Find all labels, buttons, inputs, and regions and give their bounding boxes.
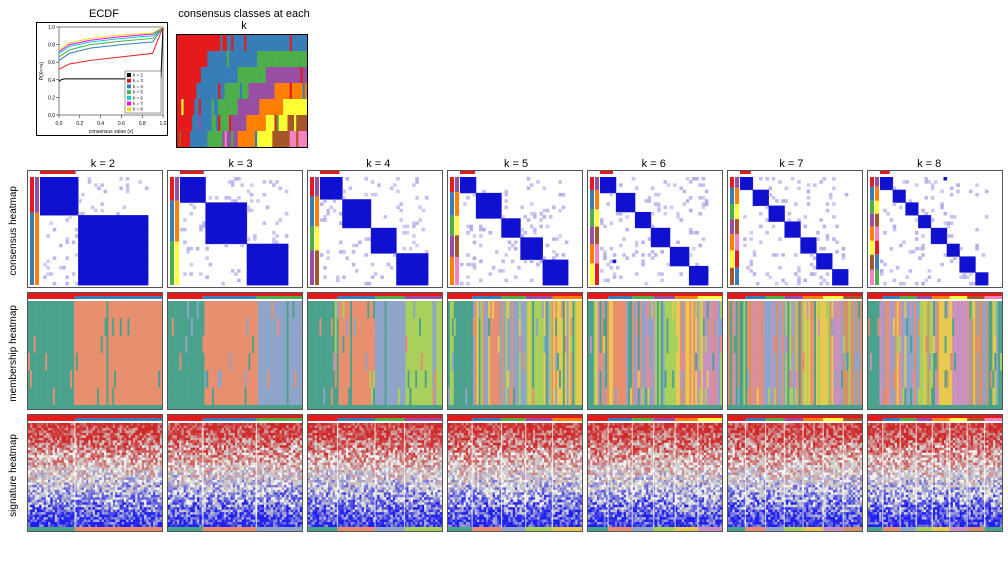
signature-heatmap-cell	[867, 414, 1003, 532]
k-label: k = 2	[36, 158, 170, 170]
signature-heatmap-cell	[27, 414, 163, 532]
signature-heatmap-cell	[167, 414, 303, 532]
signature-heatmap-cell	[307, 414, 443, 532]
membership-heatmap-cell	[867, 292, 1003, 410]
svg-text:P(X<=x): P(X<=x)	[39, 61, 45, 80]
k-label: k = 8	[862, 158, 996, 170]
k-label: k = 3	[174, 158, 308, 170]
row-label-membership: membership heatmap	[8, 305, 19, 402]
row-label-signature: signature heatmap	[8, 434, 19, 517]
svg-text:k = 2: k = 2	[133, 73, 143, 78]
k-label: k = 4	[311, 158, 445, 170]
ecdf-plot: 0.0 0.2 0.4 0.6 0.8 1.0 0.0 0.2 0.4 0.6 0.8 1.0 cons…	[36, 22, 168, 136]
membership-heatmap-cell	[167, 292, 303, 410]
ecdf-title: ECDF	[36, 8, 172, 20]
svg-text:0.0: 0.0	[48, 113, 55, 119]
consensus-heatmap-cell	[447, 170, 583, 288]
svg-text:consensus value (x): consensus value (x)	[89, 129, 134, 135]
svg-text:k = 5: k = 5	[133, 90, 143, 95]
consensus-heatmap-cell	[307, 170, 443, 288]
signature-heatmap-cell	[587, 414, 723, 532]
consensus-heatmap-cell	[167, 170, 303, 288]
svg-text:0.2: 0.2	[76, 121, 83, 127]
svg-text:0.8: 0.8	[48, 43, 55, 49]
svg-text:0.6: 0.6	[48, 60, 55, 66]
signature-heatmap-cell	[447, 414, 583, 532]
svg-text:k = 3: k = 3	[133, 78, 143, 83]
svg-text:0.0: 0.0	[56, 121, 63, 127]
consensus-heatmap-cell	[867, 170, 1003, 288]
k-label: k = 5	[449, 158, 583, 170]
membership-heatmap-cell	[447, 292, 583, 410]
svg-text:k = 8: k = 8	[133, 107, 143, 112]
svg-text:1.0: 1.0	[160, 121, 167, 127]
signature-heatmap-cell	[727, 414, 863, 532]
svg-text:k = 6: k = 6	[133, 95, 143, 100]
k-label: k = 6	[587, 158, 721, 170]
svg-text:k = 7: k = 7	[133, 101, 143, 106]
row-label-consensus: consensus heatmap	[8, 186, 19, 276]
consensus-heatmap-cell	[587, 170, 723, 288]
consensus-heatmap-cell	[27, 170, 163, 288]
svg-text:0.6: 0.6	[118, 121, 125, 127]
membership-heatmap-cell	[727, 292, 863, 410]
membership-heatmap-cell	[307, 292, 443, 410]
k-label: k = 7	[725, 158, 859, 170]
svg-text:0.2: 0.2	[48, 95, 55, 101]
membership-heatmap-cell	[587, 292, 723, 410]
svg-text:0.8: 0.8	[139, 121, 146, 127]
svg-text:0.4: 0.4	[97, 121, 104, 127]
consensus-heatmap-cell	[727, 170, 863, 288]
membership-heatmap-cell	[27, 292, 163, 410]
consensus-classes-title: consensus classes at each k	[176, 8, 312, 32]
svg-text:0.4: 0.4	[48, 78, 55, 84]
svg-text:1.0: 1.0	[48, 25, 55, 31]
consensus-classes-plot	[176, 34, 308, 148]
svg-text:k = 4: k = 4	[133, 84, 143, 89]
